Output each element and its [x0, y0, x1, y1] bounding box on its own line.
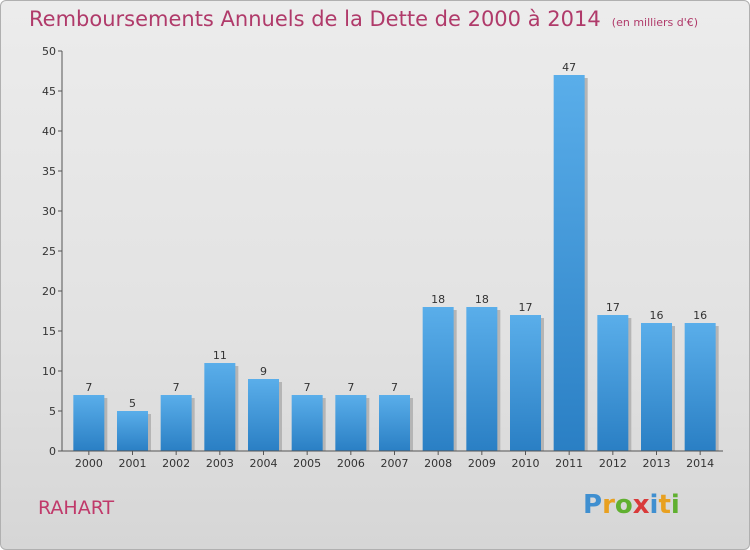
- bar-2006: [335, 395, 367, 451]
- data-label-2001: 5: [129, 397, 136, 410]
- data-label-2011: 47: [562, 61, 576, 74]
- data-label-2007: 7: [391, 381, 398, 394]
- bar-2010: [510, 315, 541, 451]
- data-label-2010: 17: [519, 301, 533, 314]
- data-label-2003: 11: [213, 349, 227, 362]
- bar-2013: [641, 323, 672, 451]
- y-tick-label-50: 50: [42, 45, 56, 58]
- data-label-2005: 7: [304, 381, 311, 394]
- chart-title: Remboursements Annuels de la Dette de 20…: [29, 7, 698, 31]
- x-tick-label-2004: 2004: [250, 457, 278, 470]
- logo-letter: o: [614, 490, 633, 520]
- x-tick-label-2013: 2013: [643, 457, 671, 470]
- logo-letter: P: [583, 490, 603, 520]
- x-tick-label-2008: 2008: [424, 457, 452, 470]
- y-tick-label-5: 5: [49, 405, 56, 418]
- bar-2003: [204, 363, 236, 451]
- bar-2012: [597, 315, 629, 451]
- x-tick-label-2003: 2003: [206, 457, 234, 470]
- x-tick-label-2014: 2014: [686, 457, 714, 470]
- data-label-2012: 17: [606, 301, 620, 314]
- x-tick-label-2012: 2012: [599, 457, 627, 470]
- logo-letter: i: [649, 490, 659, 520]
- y-tick-label-35: 35: [42, 165, 56, 178]
- bar-2009: [466, 307, 498, 451]
- commune-name: RAHART: [38, 497, 115, 519]
- y-tick-label-20: 20: [42, 285, 56, 298]
- bar-2011: [553, 75, 585, 451]
- y-tick-label-25: 25: [42, 245, 56, 258]
- bar-2005: [291, 395, 323, 451]
- y-tick-label-30: 30: [42, 205, 56, 218]
- x-tick-label-2011: 2011: [555, 457, 583, 470]
- bar-2007: [379, 395, 410, 451]
- bar-2000: [73, 395, 105, 451]
- logo-letter: i: [670, 490, 680, 520]
- logo-letter: r: [602, 490, 615, 520]
- bar-2001: [117, 411, 148, 451]
- x-tick-label-2000: 2000: [75, 457, 103, 470]
- x-tick-label-2007: 2007: [381, 457, 409, 470]
- proxiti-logo: Proxiti: [583, 490, 680, 520]
- data-label-2006: 7: [347, 381, 354, 394]
- x-tick-label-2006: 2006: [337, 457, 365, 470]
- y-tick-label-10: 10: [42, 365, 56, 378]
- y-tick-label-0: 0: [49, 445, 56, 458]
- data-label-2000: 7: [85, 381, 92, 394]
- logo-letter: t: [658, 490, 671, 520]
- y-tick-label-40: 40: [42, 125, 56, 138]
- chart-subtitle: (en milliers d'€): [611, 16, 699, 29]
- x-tick-label-2009: 2009: [468, 457, 496, 470]
- x-tick-label-2002: 2002: [162, 457, 190, 470]
- data-label-2013: 16: [650, 309, 664, 322]
- data-label-2008: 18: [431, 293, 445, 306]
- logo-letter: x: [632, 490, 650, 520]
- data-label-2014: 16: [693, 309, 707, 322]
- bar-2004: [248, 379, 279, 451]
- x-tick-label-2010: 2010: [512, 457, 540, 470]
- x-tick-label-2005: 2005: [293, 457, 321, 470]
- chart-title-text: Remboursements Annuels de la Dette de 20…: [29, 7, 601, 31]
- data-label-2009: 18: [475, 293, 489, 306]
- bar-2014: [684, 323, 716, 451]
- data-label-2004: 9: [260, 365, 267, 378]
- bar-2002: [160, 395, 192, 451]
- y-tick-label-45: 45: [42, 85, 56, 98]
- y-tick-label-15: 15: [42, 325, 56, 338]
- data-label-2002: 7: [173, 381, 180, 394]
- x-tick-label-2001: 2001: [119, 457, 147, 470]
- bar-2008: [422, 307, 454, 451]
